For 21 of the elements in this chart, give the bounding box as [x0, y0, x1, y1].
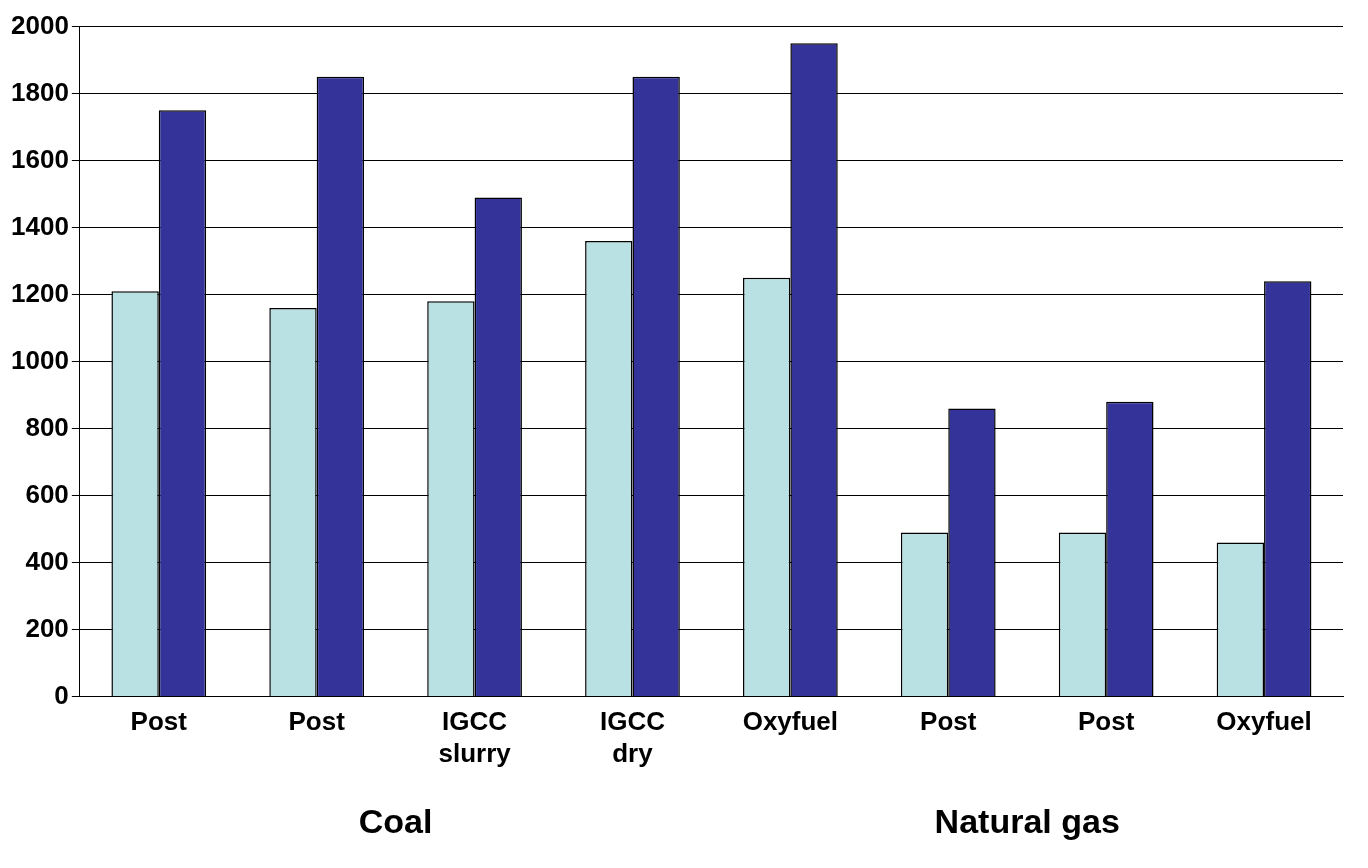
y-tick-label: 2000	[11, 9, 69, 40]
x-tick-label: Post	[288, 706, 346, 737]
x-tick-label: Post	[130, 706, 188, 737]
x-tick-label: IGCC dry	[599, 706, 666, 768]
x-tick-label: Post	[920, 706, 977, 737]
y-tick-label: 1600	[11, 143, 69, 174]
y-tick-label: 1800	[11, 76, 69, 107]
y-tick-label: 1400	[11, 210, 69, 241]
x-tick-label: IGCC slurry	[438, 706, 512, 768]
y-tick-label: 1000	[11, 344, 69, 375]
y-tick-label: 0	[54, 679, 69, 710]
x-tick-label: Post	[1077, 706, 1135, 737]
y-tick-label: 200	[25, 612, 69, 643]
x-tick-label: Oxyfuel	[742, 706, 839, 737]
y-tick-label: 600	[25, 478, 69, 509]
y-tick-label: 1200	[11, 277, 69, 308]
y-tick-label: 800	[25, 411, 69, 442]
text: Coal	[358, 802, 433, 840]
y-tick-label: 400	[25, 545, 69, 576]
x-tick-label: Oxyfuel	[1216, 706, 1312, 737]
text: Natural gas	[934, 802, 1120, 840]
